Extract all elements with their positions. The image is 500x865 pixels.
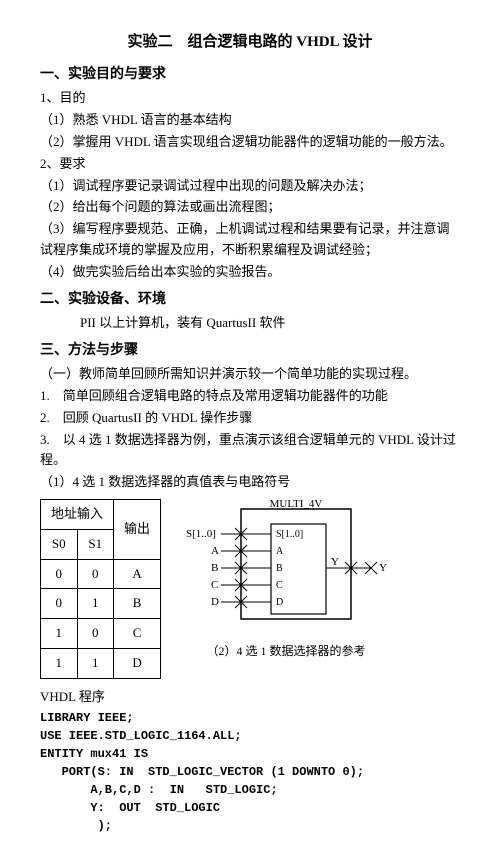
code-line: PORT(S: IN STD_LOGIC_VECTOR (1 DOWNTO 0)… bbox=[40, 765, 364, 779]
pin-label: S[1..0] bbox=[276, 529, 303, 540]
table-header-s1: S1 bbox=[77, 529, 114, 559]
pin-label: A bbox=[211, 545, 219, 557]
code-line: A,B,C,D : IN STD_LOGIC; bbox=[40, 783, 278, 797]
table-cell: 1 bbox=[77, 589, 114, 619]
pin-label: B bbox=[276, 563, 283, 574]
pin-label: C bbox=[276, 580, 283, 591]
pin-label: Y bbox=[379, 562, 387, 574]
pin-label: B bbox=[211, 562, 218, 574]
text-line: （一）教师简单回顾所需知识并演示较一个简单功能的实现过程。 bbox=[40, 364, 460, 385]
diagram-title: MULTI_4V bbox=[270, 499, 323, 510]
code-line: ); bbox=[40, 819, 112, 833]
text-line: （2）掌握用 VHDL 语言实现组合逻辑功能器件的逻辑功能的一般方法。 bbox=[40, 132, 460, 153]
table-header-s0: S0 bbox=[41, 529, 78, 559]
vhdl-label: VHDL 程序 bbox=[40, 687, 460, 708]
circuit-diagram: MULTI_4V S[1..0] S[1..0] A B C D A bbox=[181, 499, 391, 661]
table-cell: 0 bbox=[77, 619, 114, 649]
text-line: （1）4 选 1 数据选择器的真值表与电路符号 bbox=[40, 472, 460, 493]
table-cell: 0 bbox=[41, 589, 78, 619]
pin-label: A bbox=[276, 546, 284, 557]
table-cell: 1 bbox=[77, 648, 114, 678]
table-cell: B bbox=[114, 589, 161, 619]
table-cell: A bbox=[114, 559, 161, 589]
page-title: 实验二 组合逻辑电路的 VHDL 设计 bbox=[40, 30, 460, 54]
table-diagram-row: 地址输入 输出 S0 S1 0 0 A 0 1 B 1 0 C 1 1 D bbox=[40, 499, 460, 679]
pin-label: Y bbox=[331, 556, 339, 568]
code-block: LIBRARY IEEE; USE IEEE.STD_LOGIC_1164.AL… bbox=[40, 709, 460, 835]
text-line: （2）给出每个问题的算法或画出流程图； bbox=[40, 197, 460, 218]
diagram-caption: （2）4 选 1 数据选择器的参考 bbox=[181, 642, 391, 661]
code-line: Y: OUT STD_LOGIC bbox=[40, 801, 220, 815]
table-cell: C bbox=[114, 619, 161, 649]
text-line: （3）编写程序要规范、正确，上机调试过程和结果要有记录，并注意调试程序集成环境的… bbox=[40, 219, 460, 261]
code-line: LIBRARY IEEE; bbox=[40, 711, 134, 725]
pin-label: C bbox=[211, 579, 218, 591]
text-line: 1、目的 bbox=[40, 88, 460, 109]
text-line: 2. 回顾 QuartusII 的 VHDL 操作步骤 bbox=[40, 408, 460, 429]
section2-head: 二、实验设备、环境 bbox=[40, 289, 460, 311]
table-cell: D bbox=[114, 648, 161, 678]
text-line: （1）熟悉 VHDL 语言的基本结构 bbox=[40, 110, 460, 131]
text-line: PII 以上计算机，装有 QuartusII 软件 bbox=[40, 313, 460, 334]
text-line: （4）做完实验后给出本实验的实验报告。 bbox=[40, 262, 460, 283]
text-line: 1. 简单回顾组合逻辑电路的特点及常用逻辑功能器件的功能 bbox=[40, 386, 460, 407]
table-header-out: 输出 bbox=[114, 499, 161, 559]
table-header-addr: 地址输入 bbox=[41, 499, 114, 529]
pin-label: D bbox=[276, 597, 283, 608]
table-cell: 1 bbox=[41, 648, 78, 678]
section3-head: 三、方法与步骤 bbox=[40, 340, 460, 362]
pin-label: D bbox=[211, 596, 219, 608]
code-line: ENTITY mux41 IS bbox=[40, 747, 148, 761]
table-cell: 0 bbox=[41, 559, 78, 589]
table-cell: 1 bbox=[41, 619, 78, 649]
code-line: USE IEEE.STD_LOGIC_1164.ALL; bbox=[40, 729, 242, 743]
section1-head: 一、实验目的与要求 bbox=[40, 64, 460, 86]
pin-label: S[1..0] bbox=[186, 528, 216, 540]
text-line: 2、要求 bbox=[40, 154, 460, 175]
truth-table: 地址输入 输出 S0 S1 0 0 A 0 1 B 1 0 C 1 1 D bbox=[40, 499, 161, 679]
table-cell: 0 bbox=[77, 559, 114, 589]
text-line: 3. 以 4 选 1 数据选择器为例，重点演示该组合逻辑单元的 VHDL 设计过… bbox=[40, 430, 460, 472]
text-line: （1）调试程序要记录调试过程中出现的问题及解决办法； bbox=[40, 176, 460, 197]
